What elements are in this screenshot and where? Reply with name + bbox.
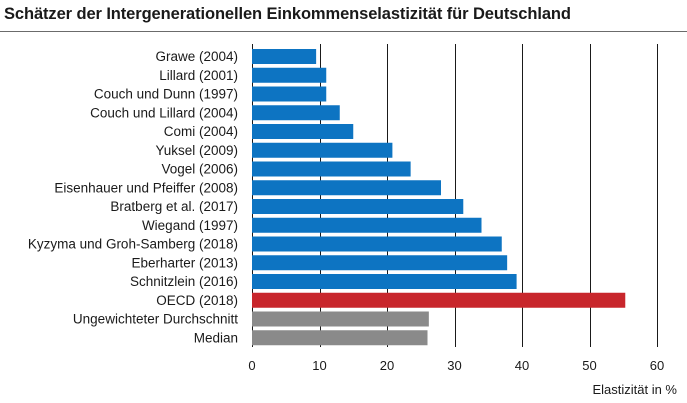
category-label: Median xyxy=(194,330,238,345)
category-label: Bratberg et al. (2017) xyxy=(110,199,238,214)
bar xyxy=(252,142,393,158)
bar xyxy=(252,236,502,252)
x-tick-label: 60 xyxy=(650,358,664,373)
x-tick-label: 0 xyxy=(248,358,255,373)
category-label: Eberharter (2013) xyxy=(131,255,238,270)
x-tick-labels: 0 10 20 30 40 50 60 xyxy=(248,358,664,373)
category-label: Vogel (2006) xyxy=(161,162,238,177)
category-label: Wiegand (1997) xyxy=(142,218,238,233)
category-label: Ungewichteter Durchschnitt xyxy=(73,312,238,327)
title-divider xyxy=(0,31,687,32)
category-label: Kyzyma und Groh-Samberg (2018) xyxy=(28,237,238,252)
category-label: Comi (2004) xyxy=(164,124,238,139)
category-label: Couch und Lillard (2004) xyxy=(90,105,238,120)
bar xyxy=(252,105,340,121)
category-label: Couch und Dunn (1997) xyxy=(94,87,238,102)
bar xyxy=(252,124,354,139)
bar xyxy=(252,292,626,308)
category-label: Grawe (2004) xyxy=(155,49,238,64)
category-label: Lillard (2001) xyxy=(159,68,238,83)
x-tick-label: 30 xyxy=(447,358,461,373)
x-tick-label: 40 xyxy=(515,358,529,373)
x-tick-label: 20 xyxy=(380,358,394,373)
bar xyxy=(252,180,441,196)
bar xyxy=(252,49,317,64)
bar xyxy=(252,330,428,346)
bars xyxy=(252,49,626,346)
category-label: Yuksel (2009) xyxy=(155,143,238,158)
x-tick-label: 10 xyxy=(312,358,326,373)
category-label: OECD (2018) xyxy=(156,293,238,308)
bar xyxy=(252,86,327,102)
chart-title: Schätzer der Intergenerationellen Einkom… xyxy=(4,5,571,23)
bar xyxy=(252,199,464,214)
bar xyxy=(252,274,517,289)
bar xyxy=(252,161,411,177)
bar xyxy=(252,255,508,271)
x-axis-label: Elastizität in % xyxy=(592,382,677,397)
category-labels: Grawe (2004) Lillard (2001) Couch und Dunn… xyxy=(28,49,238,345)
x-tick-label: 50 xyxy=(582,358,596,373)
category-label: Schnitzlein (2016) xyxy=(130,274,238,289)
bar xyxy=(252,311,429,327)
bar xyxy=(252,217,482,233)
bar xyxy=(252,67,327,83)
category-label: Eisenhauer und Pfeiffer (2008) xyxy=(54,180,238,195)
